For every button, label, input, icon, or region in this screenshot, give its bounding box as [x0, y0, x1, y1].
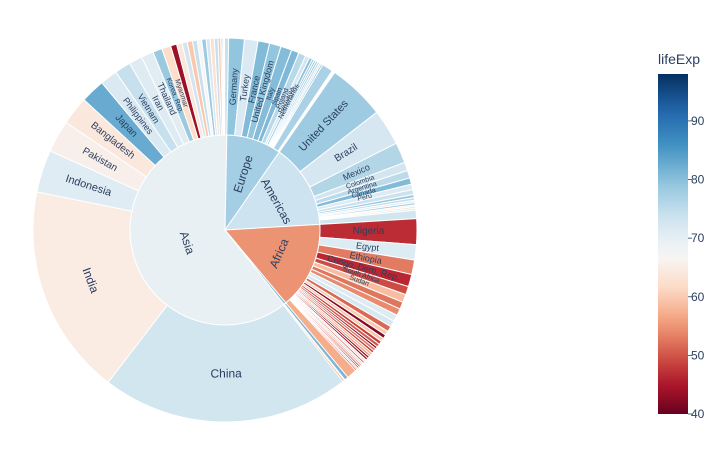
colorbar-tick-label: 90 [691, 114, 705, 128]
country-segment[interactable] [32, 191, 168, 384]
colorbar-tick-label: 50 [691, 348, 705, 362]
colorbar: lifeExp 40 50 60 70 80 90 [658, 51, 705, 421]
colorbar-tick-label: 70 [691, 231, 705, 245]
country-label: Germany [228, 67, 240, 105]
country-segment[interactable] [282, 298, 357, 383]
colorbar-tick-label: 80 [691, 173, 705, 187]
country-label: Italy [265, 86, 276, 101]
colorbar-tick-label: 60 [691, 290, 705, 304]
country-label: Turkey [238, 73, 252, 102]
colorbar-scale [658, 74, 688, 414]
colorbar-tick-label: 40 [691, 407, 705, 421]
sunburst-plot: AsiaChinaIndiaIndonesiaPakistanBanglades… [32, 37, 418, 423]
colorbar-title: lifeExp [658, 51, 700, 67]
country-segment[interactable] [272, 64, 333, 152]
country-label: Egypt [356, 240, 381, 253]
country-segment[interactable] [283, 303, 346, 382]
country-label: China [210, 366, 242, 380]
colorbar-ticks: 40 50 60 70 80 90 [688, 114, 705, 421]
country-label: Peru [357, 193, 373, 203]
country-segment[interactable] [107, 303, 346, 423]
country-label: Nigeria [353, 226, 385, 237]
